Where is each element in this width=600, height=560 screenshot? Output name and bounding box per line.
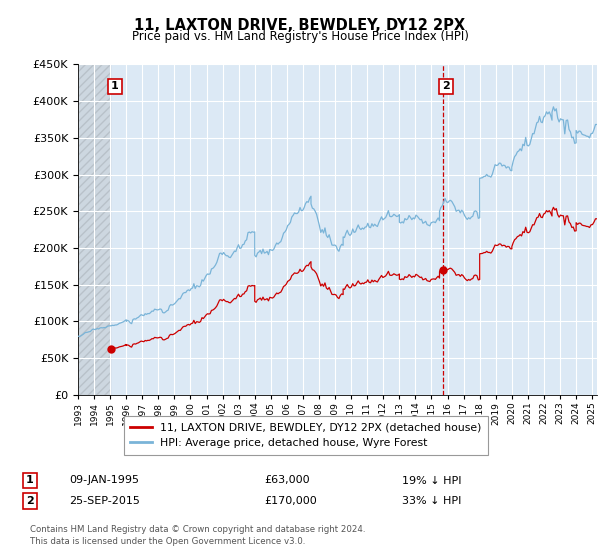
Text: Contains HM Land Registry data © Crown copyright and database right 2024.
This d: Contains HM Land Registry data © Crown c…	[30, 525, 365, 546]
Text: 2: 2	[26, 496, 34, 506]
Text: 1: 1	[26, 475, 34, 486]
Text: 19% ↓ HPI: 19% ↓ HPI	[402, 475, 461, 486]
Bar	[78, 64, 110, 395]
Text: £63,000: £63,000	[264, 475, 310, 486]
Text: Price paid vs. HM Land Registry's House Price Index (HPI): Price paid vs. HM Land Registry's House …	[131, 30, 469, 43]
Text: 09-JAN-1995: 09-JAN-1995	[69, 475, 139, 486]
Text: 1: 1	[111, 81, 119, 91]
Text: 33% ↓ HPI: 33% ↓ HPI	[402, 496, 461, 506]
Text: 11, LAXTON DRIVE, BEWDLEY, DY12 2PX: 11, LAXTON DRIVE, BEWDLEY, DY12 2PX	[134, 18, 466, 34]
Text: £170,000: £170,000	[264, 496, 317, 506]
Legend: 11, LAXTON DRIVE, BEWDLEY, DY12 2PX (detached house), HPI: Average price, detach: 11, LAXTON DRIVE, BEWDLEY, DY12 2PX (det…	[124, 416, 488, 455]
Text: 2: 2	[442, 81, 450, 91]
Text: 25-SEP-2015: 25-SEP-2015	[69, 496, 140, 506]
